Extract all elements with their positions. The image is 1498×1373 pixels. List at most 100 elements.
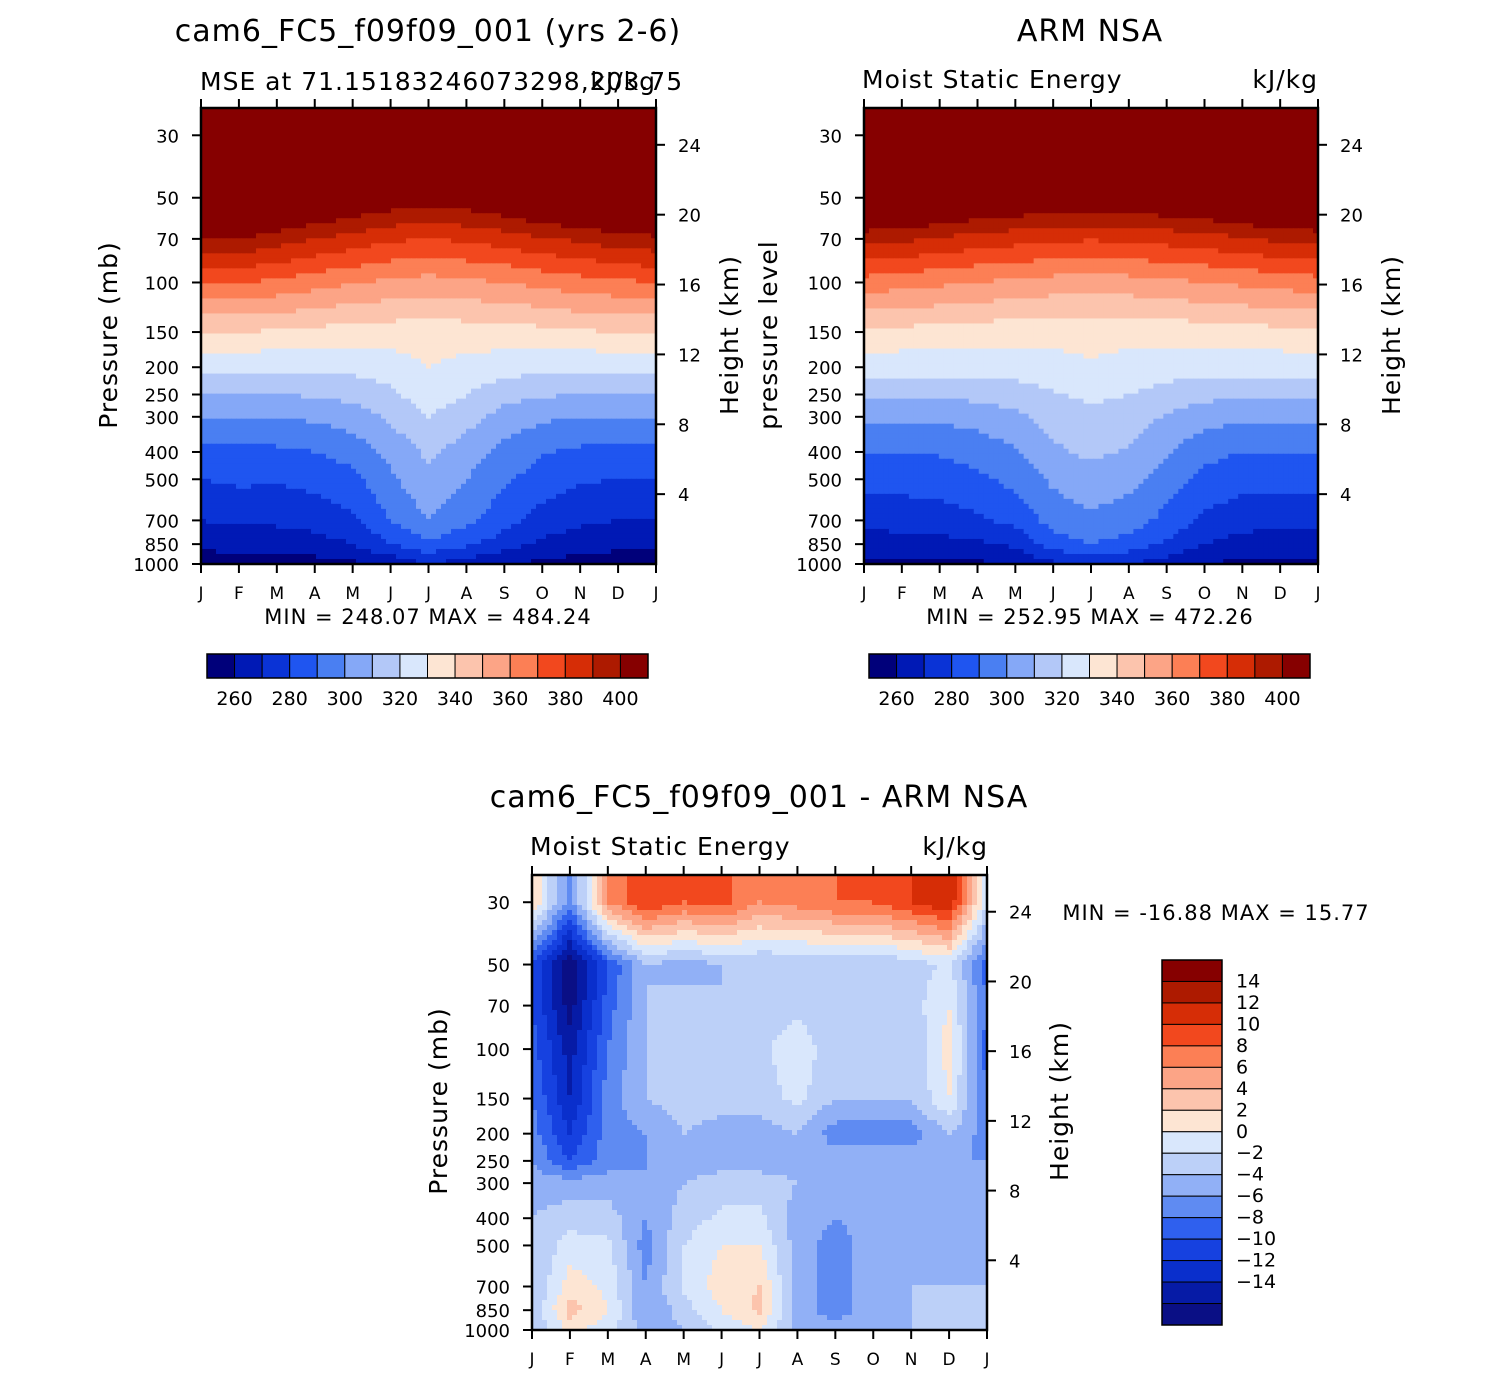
contour-cell — [226, 238, 232, 244]
contour-cell — [421, 253, 427, 259]
contour-cell — [346, 273, 352, 279]
contour-cell — [311, 379, 317, 385]
contour-cell — [236, 369, 242, 375]
contour-cell — [331, 313, 337, 319]
contour-cell — [381, 128, 387, 134]
contour-cell — [266, 193, 272, 199]
contour-cell — [246, 328, 252, 334]
contour-cell — [621, 118, 627, 124]
contour-cell — [416, 354, 422, 360]
contour-cell — [366, 303, 372, 309]
contour-cell — [261, 288, 267, 294]
contour-cell — [401, 143, 407, 149]
contour-cell — [591, 333, 597, 339]
contour-cell — [476, 243, 482, 249]
contour-cell — [231, 313, 237, 319]
contour-cell — [451, 163, 457, 169]
contour-cell — [636, 188, 642, 194]
contour-cell — [596, 339, 602, 345]
contour-cell — [336, 138, 342, 144]
contour-cell — [341, 303, 347, 309]
contour-cell — [431, 173, 437, 179]
contour-cell — [331, 263, 337, 269]
contour-cell — [501, 288, 507, 294]
contour-cell — [281, 163, 287, 169]
contour-cell — [501, 339, 507, 345]
contour-cell — [306, 359, 312, 365]
contour-cell — [641, 113, 647, 119]
contour-cell — [621, 349, 627, 355]
contour-cell — [596, 283, 602, 289]
contour-cell — [296, 298, 302, 304]
contour-cell — [286, 253, 292, 259]
contour-cell — [336, 283, 342, 289]
contour-cell — [356, 303, 362, 309]
contour-cell — [251, 248, 257, 254]
contour-cell — [446, 128, 452, 134]
contour-cell — [551, 273, 557, 279]
contour-cell — [391, 233, 397, 239]
contour-cell — [626, 354, 632, 360]
contour-cell — [606, 218, 612, 224]
contour-cell — [591, 328, 597, 334]
contour-cell — [556, 298, 562, 304]
contour-cell — [456, 313, 462, 319]
contour-cell — [586, 303, 592, 309]
contour-cell — [381, 168, 387, 174]
contour-cell — [321, 364, 327, 370]
contour-cell — [561, 303, 567, 309]
contour-cell — [476, 308, 482, 314]
contour-cell — [256, 153, 262, 159]
contour-cell — [401, 333, 407, 339]
contour-cell — [416, 253, 422, 259]
contour-cell — [581, 148, 587, 154]
contour-cell — [216, 298, 222, 304]
contour-cell — [211, 208, 217, 214]
contour-cell — [526, 113, 532, 119]
contour-cell — [396, 118, 402, 124]
contour-cell — [281, 248, 287, 254]
contour-cell — [471, 213, 477, 219]
contour-cell — [386, 213, 392, 219]
contour-cell — [541, 308, 547, 314]
contour-cell — [231, 133, 237, 139]
contour-cell — [586, 143, 592, 149]
contour-cell — [246, 369, 252, 375]
contour-cell — [236, 379, 242, 385]
contour-cell — [556, 183, 562, 189]
contour-cell — [421, 258, 427, 264]
contour-cell — [561, 148, 567, 154]
contour-cell — [441, 168, 447, 174]
contour-cell — [276, 178, 282, 184]
contour-cell — [361, 374, 367, 380]
contour-cell — [451, 339, 457, 345]
contour-cell — [376, 213, 382, 219]
contour-cell — [551, 128, 557, 134]
contour-cell — [441, 243, 447, 249]
contour-cell — [616, 349, 622, 355]
contour-cell — [406, 349, 412, 355]
contour-cell — [616, 193, 622, 199]
contour-cell — [236, 163, 242, 169]
contour-cell — [246, 333, 252, 339]
contour-cell — [566, 118, 572, 124]
contour-cell — [361, 228, 367, 234]
contour-cell — [431, 349, 437, 355]
contour-cell — [211, 298, 217, 304]
contour-cell — [211, 328, 217, 334]
contour-cell — [571, 349, 577, 355]
contour-cell — [471, 148, 477, 154]
contour-cell — [636, 123, 642, 129]
contour-cell — [281, 268, 287, 274]
contour-cell — [236, 288, 242, 294]
contour-cell — [271, 278, 277, 284]
contour-cell — [491, 263, 497, 269]
contour-cell — [451, 278, 457, 284]
contour-cell — [366, 188, 372, 194]
contour-cell — [286, 148, 292, 154]
contour-cell — [616, 198, 622, 204]
contour-cell — [366, 233, 372, 239]
contour-cell — [616, 288, 622, 294]
contour-cell — [336, 318, 342, 324]
contour-cell — [466, 238, 472, 244]
